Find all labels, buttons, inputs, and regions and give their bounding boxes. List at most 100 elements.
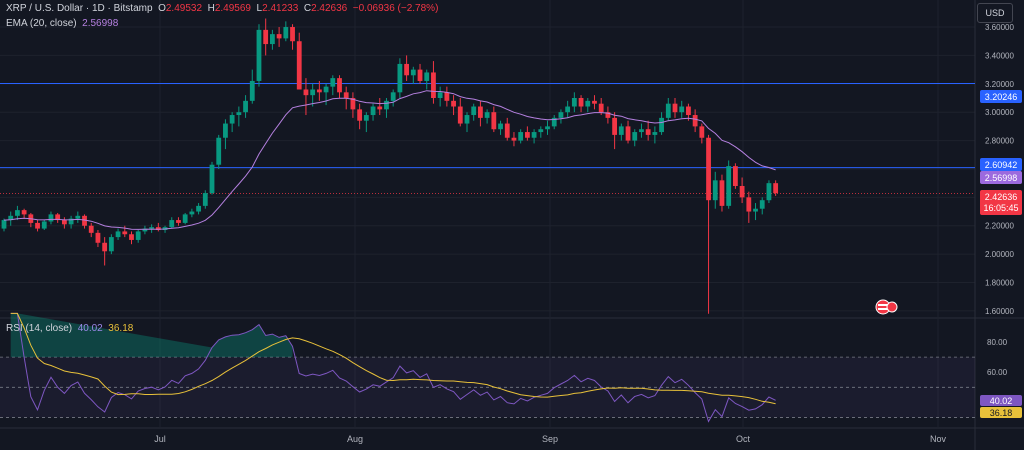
- candle: [236, 112, 242, 116]
- candle: [518, 132, 524, 141]
- candle: [732, 166, 738, 186]
- candle: [451, 100, 456, 107]
- candle: [652, 132, 658, 135]
- candle: [524, 132, 530, 138]
- candle: [68, 218, 74, 225]
- candle: [766, 183, 772, 201]
- last-price-badge: 2.42636: [985, 192, 1018, 202]
- candle: [350, 98, 356, 110]
- candle: [82, 215, 87, 226]
- candle: [478, 106, 483, 118]
- close-value: 2.42636: [311, 3, 348, 14]
- open-value: 2.49532: [165, 3, 203, 14]
- ema-series-line: [3, 90, 776, 230]
- candle: [129, 234, 134, 240]
- rsi-badge-bg: [980, 395, 1022, 406]
- candle: [8, 215, 14, 221]
- candle: [719, 180, 725, 206]
- candle: [182, 214, 188, 223]
- ema-legend[interactable]: EMA (20, close) 2.56998: [6, 18, 118, 29]
- candle: [498, 123, 503, 130]
- candle: [330, 78, 336, 87]
- candle: [316, 89, 322, 93]
- ema-badge: 2.56998: [985, 173, 1018, 183]
- candle: [639, 129, 644, 133]
- candle: [115, 231, 121, 238]
- price-tick-label: 1.60000: [985, 307, 1014, 316]
- candle: [35, 222, 40, 229]
- price-tick-label: 3.00000: [985, 108, 1014, 117]
- flag-icon[interactable]: [875, 299, 898, 315]
- candle: [1, 220, 7, 229]
- candle: [457, 106, 463, 124]
- rsi-tick-label: 80.00: [987, 338, 1008, 347]
- candle: [370, 106, 376, 116]
- candle: [21, 210, 27, 215]
- candle: [491, 112, 497, 130]
- candle: [363, 115, 369, 121]
- candle: [384, 100, 389, 110]
- lower-line-badge-bg: [980, 158, 1022, 171]
- candle: [149, 227, 155, 229]
- ema-label: EMA (20, close): [6, 18, 77, 29]
- candle: [343, 92, 349, 98]
- candle: [571, 98, 577, 107]
- candle: [256, 29, 262, 81]
- candle: [229, 115, 235, 124]
- price-tick-label: 2.00000: [985, 250, 1014, 259]
- time-tick-label: Nov: [930, 434, 947, 444]
- candle: [692, 115, 698, 127]
- candle: [296, 41, 302, 90]
- currency-button[interactable]: USD: [977, 3, 1013, 23]
- rsi-ma-badge-bg: [980, 407, 1022, 418]
- candle: [176, 220, 181, 223]
- ema-value: 2.56998: [82, 18, 119, 29]
- candle: [323, 86, 329, 93]
- candle: [283, 27, 289, 39]
- rsi-ma-line: [10, 312, 776, 405]
- candle: [417, 69, 423, 81]
- lower-line-badge: 2.60942: [985, 160, 1018, 170]
- price-tick-label: 2.20000: [985, 222, 1014, 231]
- ema-line: [3, 90, 776, 230]
- countdown-badge: 16:05:45: [983, 203, 1018, 213]
- candle: [88, 225, 94, 233]
- last-price-badge-bg: [980, 190, 1022, 215]
- candle: [404, 63, 409, 76]
- price-tick-label: 1.80000: [985, 279, 1014, 288]
- rsi-legend[interactable]: RSI (14, close) 40.02 36.18: [6, 323, 133, 334]
- rsi-ma-badge: 36.18: [990, 408, 1013, 418]
- time-tick-label: Jul: [154, 434, 166, 444]
- rsi-tick-label: 60.00: [987, 368, 1008, 377]
- price-tick-label: 3.60000: [985, 23, 1014, 32]
- candle: [618, 126, 624, 135]
- candle: [202, 193, 208, 206]
- candle: [102, 242, 108, 252]
- candle: [243, 100, 248, 113]
- time-axis[interactable]: Jul Aug Sep Oct Nov: [154, 434, 946, 444]
- candle: [612, 117, 618, 135]
- candle: [410, 69, 416, 76]
- candle: [303, 89, 309, 96]
- candle: [270, 34, 275, 45]
- candle: [645, 129, 651, 135]
- candle: [249, 80, 255, 101]
- candle: [377, 106, 383, 110]
- price-tick-label: 2.80000: [985, 137, 1014, 146]
- candle: [397, 63, 403, 93]
- horizontal-lines: [0, 82, 975, 195]
- candle: [95, 232, 101, 243]
- rsi-label: RSI (14, close): [6, 323, 73, 334]
- candle: [169, 220, 175, 228]
- candle: [263, 29, 269, 45]
- candle: [424, 72, 430, 81]
- candle: [712, 180, 718, 201]
- candle: [75, 215, 81, 219]
- candle: [108, 237, 114, 252]
- candle: [659, 117, 664, 133]
- rsi-pane: [0, 312, 975, 423]
- symbol-title: XRP / U.S. Dollar · 1D · Bitstamp: [6, 3, 153, 14]
- candle: [444, 92, 450, 101]
- candle: [625, 126, 631, 141]
